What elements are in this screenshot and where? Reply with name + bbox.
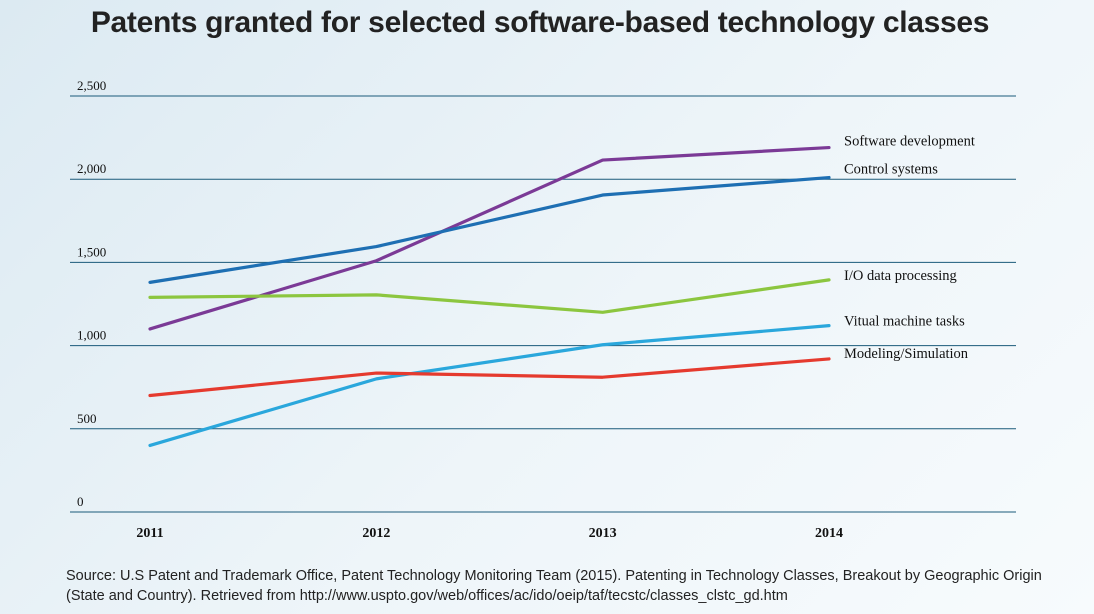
- series-line: [148, 145, 831, 331]
- x-tick-label: 2011: [136, 526, 163, 541]
- y-tick-label: 500: [77, 411, 97, 426]
- series-line: [148, 357, 831, 398]
- series-label: Vitual machine tasks: [844, 314, 965, 330]
- x-tick-label: 2012: [362, 526, 390, 541]
- series-lines: [148, 145, 831, 448]
- y-axis-ticks: 0 500 1,000 1,500 2,000 2,500: [77, 78, 106, 509]
- gridlines: [70, 95, 1016, 513]
- y-tick-label: 1,500: [77, 244, 106, 259]
- series-label: Modeling/Simulation: [844, 346, 969, 362]
- series-label: I/O data processing: [844, 268, 957, 284]
- chart-title: Patents granted for selected software-ba…: [90, 6, 990, 39]
- x-axis-ticks: 2011 2012 2013 2014: [136, 526, 843, 541]
- source-note: Source: U.S Patent and Trademark Office,…: [66, 568, 1042, 604]
- series-line: [148, 278, 831, 314]
- series-label: Software development: [844, 134, 975, 150]
- series-line: [148, 175, 831, 284]
- y-tick-label: 1,000: [77, 328, 106, 343]
- y-tick-label: 2,000: [77, 161, 106, 176]
- series-line: [148, 324, 831, 448]
- x-tick-label: 2013: [589, 526, 617, 541]
- series-label: Control systems: [844, 162, 938, 178]
- x-tick-label: 2014: [815, 526, 843, 541]
- y-tick-label: 0: [77, 494, 84, 509]
- y-tick-label: 2,500: [77, 78, 106, 93]
- series-labels: Software development Control systems I/O d…: [844, 134, 975, 362]
